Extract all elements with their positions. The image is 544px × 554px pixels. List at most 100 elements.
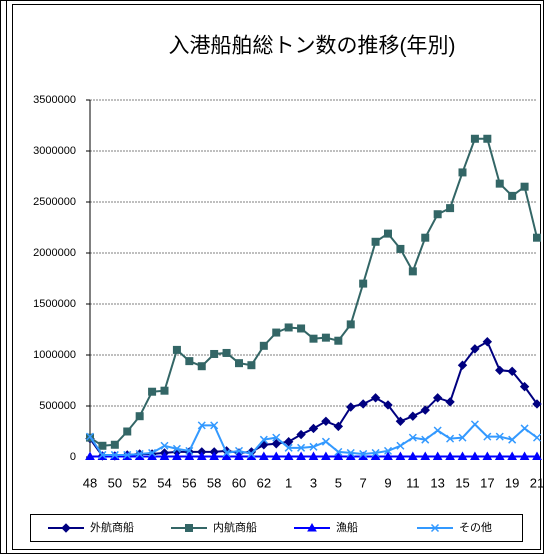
- point: [507, 366, 517, 377]
- point: [445, 451, 455, 460]
- point: [396, 244, 405, 253]
- point: [272, 433, 281, 442]
- point: [296, 429, 306, 440]
- point: [432, 393, 443, 403]
- point: [345, 451, 356, 460]
- point: [533, 233, 541, 242]
- legend-marker: [185, 524, 193, 532]
- x-tick-label: 17: [480, 475, 494, 490]
- point: [457, 451, 468, 460]
- y-tick-label: 500000: [39, 400, 76, 412]
- point: [446, 434, 455, 443]
- point: [519, 381, 530, 392]
- point: [172, 444, 181, 453]
- point: [408, 267, 417, 276]
- point: [495, 179, 504, 188]
- series-line: [89, 137, 538, 447]
- x-tick-label: 3: [310, 475, 317, 490]
- point: [284, 443, 293, 452]
- point: [222, 448, 231, 457]
- point: [420, 451, 431, 460]
- point: [532, 433, 542, 442]
- point: [321, 437, 330, 446]
- point: [532, 399, 542, 409]
- x-tick-label: 1: [285, 475, 292, 490]
- point: [308, 423, 319, 434]
- point: [210, 421, 219, 430]
- point: [433, 210, 442, 219]
- point: [358, 399, 368, 409]
- point: [222, 348, 231, 357]
- point: [321, 333, 330, 342]
- point: [457, 360, 468, 370]
- point: [197, 421, 206, 430]
- point: [259, 341, 268, 350]
- point: [147, 451, 157, 460]
- point: [135, 412, 144, 421]
- point: [383, 400, 393, 410]
- point: [234, 446, 244, 455]
- x-tick-label: 9: [384, 475, 391, 490]
- point: [159, 451, 170, 460]
- point: [494, 451, 505, 460]
- point: [495, 432, 504, 441]
- x-tick-label: 5: [335, 475, 342, 490]
- point: [283, 436, 294, 447]
- point: [333, 451, 344, 460]
- y-tick-label: 3000000: [33, 145, 76, 157]
- point: [420, 405, 430, 415]
- x-tick-label: 60: [232, 475, 246, 490]
- point: [408, 411, 418, 421]
- point: [160, 386, 169, 395]
- legend-marker: [307, 522, 317, 532]
- point: [507, 451, 518, 460]
- point: [346, 402, 356, 412]
- point: [446, 204, 455, 213]
- point: [396, 441, 405, 450]
- point: [271, 439, 281, 449]
- point: [258, 451, 269, 460]
- point: [297, 324, 306, 333]
- point: [271, 451, 282, 460]
- point: [160, 441, 169, 450]
- point: [433, 426, 442, 435]
- point: [123, 427, 132, 436]
- point: [98, 441, 107, 450]
- y-tick-label: 2000000: [33, 247, 76, 259]
- point: [98, 450, 107, 459]
- point: [508, 191, 517, 200]
- point: [235, 359, 243, 368]
- point: [470, 451, 480, 460]
- point: [196, 451, 207, 460]
- point: [247, 449, 256, 458]
- legend-marker: [61, 523, 71, 533]
- point: [297, 443, 306, 452]
- point: [470, 134, 479, 143]
- point: [283, 451, 294, 460]
- legend-marker: [430, 523, 440, 533]
- point: [210, 349, 219, 358]
- x-tick-label: 15: [455, 475, 469, 490]
- point: [371, 448, 380, 457]
- point: [520, 424, 529, 433]
- point: [234, 451, 244, 460]
- point: [346, 320, 355, 329]
- point: [470, 344, 480, 354]
- point: [359, 279, 368, 288]
- point: [370, 451, 381, 460]
- point: [432, 451, 443, 460]
- point: [209, 451, 220, 460]
- point: [334, 336, 343, 345]
- point: [371, 237, 380, 246]
- point: [482, 337, 493, 347]
- point: [421, 435, 430, 444]
- point: [458, 168, 467, 177]
- point: [383, 446, 393, 455]
- point: [408, 433, 417, 442]
- point: [184, 451, 195, 460]
- point: [148, 387, 157, 396]
- legend-label: 外航商船: [90, 520, 134, 534]
- x-tick-label: 19: [505, 475, 519, 490]
